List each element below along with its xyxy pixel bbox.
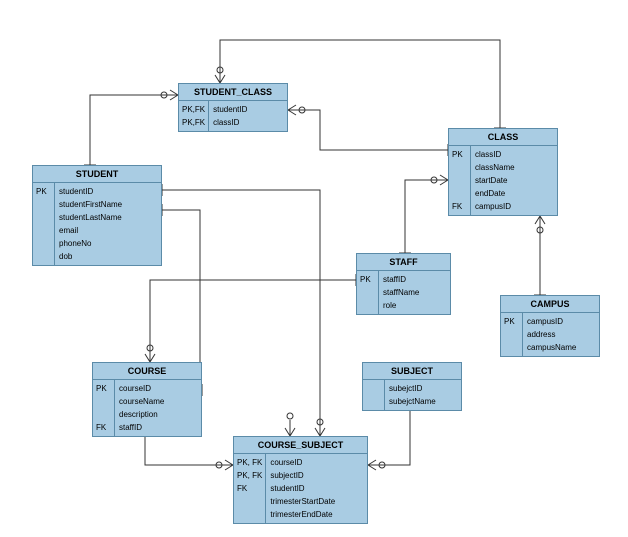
key-label: FK [237, 482, 262, 495]
attr-label: staffID [383, 273, 446, 286]
key-label: PK [360, 273, 375, 286]
entity-campus: CAMPUS PK campusID address campusName [500, 295, 600, 357]
entity-title: SUBJECT [363, 363, 461, 380]
key-label: FK [96, 421, 111, 434]
key-label: PK [96, 382, 111, 395]
entity-class: CLASS PK FK classID className startDate … [448, 128, 558, 216]
entity-subject: SUBJECT subejctID subejctName [362, 362, 462, 411]
attr-label: email [59, 224, 157, 237]
entity-title: CAMPUS [501, 296, 599, 313]
key-label: PK, FK [237, 469, 262, 482]
attr-label: studentLastName [59, 211, 157, 224]
attr-label: courseID [119, 382, 197, 395]
attr-label: campusID [527, 315, 595, 328]
entity-student-class: STUDENT_CLASS PK,FK PK,FK studentID clas… [178, 83, 288, 132]
attr-label: studentID [213, 103, 283, 116]
entity-student: STUDENT PK studentID studentFirstName st… [32, 165, 162, 266]
attr-label: courseID [270, 456, 363, 469]
attr-label: startDate [475, 174, 553, 187]
attr-label: subjectID [270, 469, 363, 482]
key-label: PK [452, 148, 467, 161]
key-label: PK, FK [237, 456, 262, 469]
attr-label: description [119, 408, 197, 421]
attr-label: courseName [119, 395, 197, 408]
attr-label: address [527, 328, 595, 341]
key-label: PK,FK [182, 116, 205, 129]
attr-label: subejctID [389, 382, 457, 395]
attr-label: subejctName [389, 395, 457, 408]
attr-label: endDate [475, 187, 553, 200]
entity-title: COURSE_SUBJECT [234, 437, 367, 454]
key-label: PK [504, 315, 519, 328]
attr-label: studentID [59, 185, 157, 198]
entity-staff: STAFF PK staffID staffName role [356, 253, 451, 315]
entity-title: COURSE [93, 363, 201, 380]
attr-label: staffName [383, 286, 446, 299]
attr-label: dob [59, 250, 157, 263]
attr-label: className [475, 161, 553, 174]
entity-title: STAFF [357, 254, 450, 271]
attr-label: studentID [270, 482, 363, 495]
key-label: PK [36, 185, 51, 198]
entity-course: COURSE PK FK courseID courseName descrip… [92, 362, 202, 437]
entity-course-subject: COURSE_SUBJECT PK, FK PK, FK FK courseID… [233, 436, 368, 524]
entity-title: STUDENT [33, 166, 161, 183]
attr-label: classID [475, 148, 553, 161]
key-label: PK,FK [182, 103, 205, 116]
key-label: FK [452, 200, 467, 213]
attr-label: campusID [475, 200, 553, 213]
attr-label: classID [213, 116, 283, 129]
attr-label: campusName [527, 341, 595, 354]
attr-label: phoneNo [59, 237, 157, 250]
attr-label: trimesterStartDate [270, 495, 363, 508]
attr-label: studentFirstName [59, 198, 157, 211]
entity-title: CLASS [449, 129, 557, 146]
attr-label: trimesterEndDate [270, 508, 363, 521]
entity-title: STUDENT_CLASS [179, 84, 287, 101]
attr-label: staffID [119, 421, 197, 434]
attr-label: role [383, 299, 446, 312]
